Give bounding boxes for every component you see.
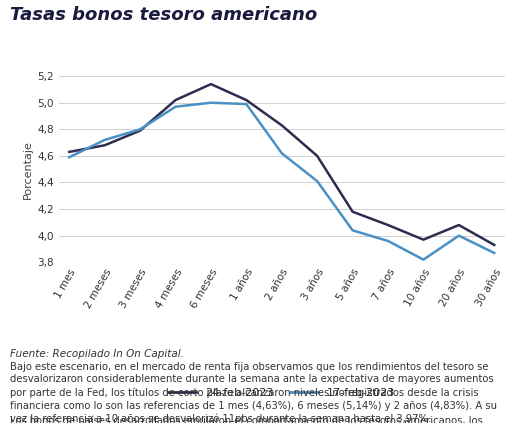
Text: Tasas bonos tesoro americano: Tasas bonos tesoro americano (10, 6, 317, 25)
Text: Los bonos de países desarrollados emularon el comportamiento de los tesoros amer: Los bonos de países desarrollados emular… (10, 415, 498, 423)
Text: Fuente: Recopilado In On Capital.: Fuente: Recopilado In On Capital. (10, 349, 184, 359)
Text: Bajo este escenario, en el mercado de renta fija observamos que los rendimientos: Bajo este escenario, en el mercado de re… (10, 362, 496, 423)
Legend: 24-feb-2023, 17-feb-2023: 24-feb-2023, 17-feb-2023 (164, 383, 399, 402)
Y-axis label: Porcentaje: Porcentaje (23, 140, 33, 199)
